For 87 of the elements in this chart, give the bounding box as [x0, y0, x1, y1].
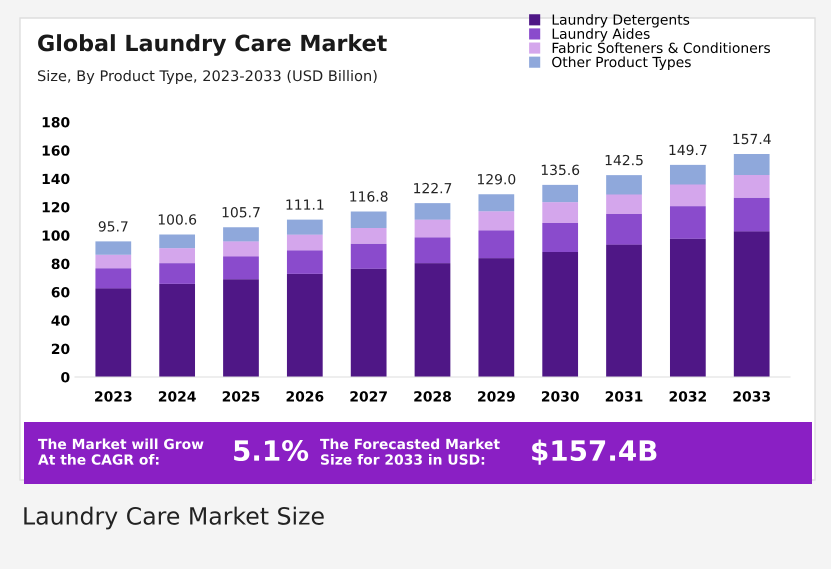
- bar: [350, 268, 387, 377]
- y-tick-label: 100: [42, 230, 70, 241]
- text: Laundry Care Market Size: [24, 506, 324, 530]
- bar: [223, 241, 259, 256]
- y-tick-label: 20: [52, 344, 70, 354]
- total-label: 157.4: [733, 134, 771, 144]
- bar: [478, 258, 514, 377]
- legend-label: Laundry Aides: [552, 28, 650, 42]
- total-label: 105.7: [222, 206, 260, 218]
- chart-title: Global Laundry Care Market: [38, 34, 387, 56]
- total-label: 149.7: [670, 144, 707, 156]
- bar: [670, 206, 706, 239]
- y-tick-label: 40: [51, 315, 70, 326]
- legend-label: Other Product Types: [552, 56, 691, 70]
- y-tick-label: 160: [42, 145, 70, 156]
- bar: [670, 164, 706, 184]
- bar: [478, 194, 514, 212]
- bar: [734, 154, 770, 175]
- bar: [606, 244, 642, 377]
- bar: [223, 256, 259, 280]
- x-tick-label: 2027: [350, 391, 387, 402]
- y-tick-label: 140: [42, 174, 70, 184]
- bar: [286, 274, 323, 377]
- bar: [542, 184, 578, 202]
- legend-label: Fabric Softeners & Conditioners: [552, 42, 770, 54]
- total-label: 129.0: [478, 174, 516, 184]
- bar: [350, 212, 387, 228]
- x-tick-label: 2029: [478, 391, 515, 402]
- y-tick-label: 60: [52, 286, 70, 298]
- total-label: 122.7: [414, 182, 452, 194]
- total-label: 95.7: [98, 221, 128, 232]
- bar: [286, 250, 323, 274]
- bar: [159, 248, 196, 264]
- bar: [350, 228, 387, 244]
- bar: [542, 202, 578, 224]
- bar: [95, 288, 132, 377]
- bar: [478, 211, 514, 230]
- total-label: 142.5: [606, 154, 643, 166]
- x-tick-label: 2031: [606, 391, 642, 402]
- bar: [414, 220, 450, 238]
- text: The Market will Grow At the CAGR of:: [38, 438, 204, 465]
- x-tick-label: 2024: [158, 391, 196, 402]
- bar: [414, 263, 450, 377]
- total-label: 116.8: [350, 191, 388, 202]
- bar: [606, 175, 642, 195]
- bar: [734, 231, 770, 377]
- x-tick-label: 2032: [670, 391, 706, 402]
- bar: [670, 238, 706, 377]
- bar: [159, 263, 196, 284]
- bar: [350, 244, 387, 269]
- total-label: 100.6: [158, 214, 196, 225]
- x-tick-label: 2023: [95, 391, 132, 402]
- total-label: 135.6: [542, 164, 580, 176]
- x-tick-label: 2030: [542, 391, 579, 402]
- text: The Forecasted Market Size for 2033 in USD:: [320, 438, 500, 465]
- bar: [414, 203, 450, 220]
- bar: [414, 237, 450, 264]
- bar: [159, 234, 196, 248]
- legend-label: Laundry Detergents: [552, 14, 690, 28]
- bar: [734, 174, 770, 198]
- x-tick-label: 2033: [733, 391, 770, 402]
- bar: [159, 284, 196, 377]
- y-tick-label: 0: [61, 372, 70, 382]
- chart-subtitle: Size, By Product Type, 2023-2033 (USD Billion): [38, 70, 377, 84]
- bar: [606, 214, 642, 245]
- bar: [286, 220, 323, 235]
- total-label: 111.1: [286, 200, 324, 210]
- y-tick-label: 180: [42, 116, 70, 128]
- bar: [542, 223, 578, 252]
- bar: [95, 254, 132, 268]
- bar: [95, 268, 132, 288]
- bar: [286, 234, 323, 250]
- text: 5.1%: [234, 440, 308, 462]
- text: $157.4B: [532, 440, 656, 465]
- bar: [542, 252, 578, 377]
- bar: [95, 241, 132, 255]
- x-tick-label: 2025: [222, 391, 260, 402]
- x-tick-label: 2028: [414, 391, 451, 402]
- y-tick-label: 120: [42, 202, 70, 212]
- bar: [734, 198, 770, 232]
- y-tick-label: 80: [52, 258, 70, 270]
- bar: [223, 279, 259, 377]
- bar: [223, 227, 259, 242]
- bar: [478, 230, 514, 258]
- bar: [606, 194, 642, 214]
- x-tick-label: 2026: [286, 391, 324, 402]
- bar: [670, 184, 706, 206]
